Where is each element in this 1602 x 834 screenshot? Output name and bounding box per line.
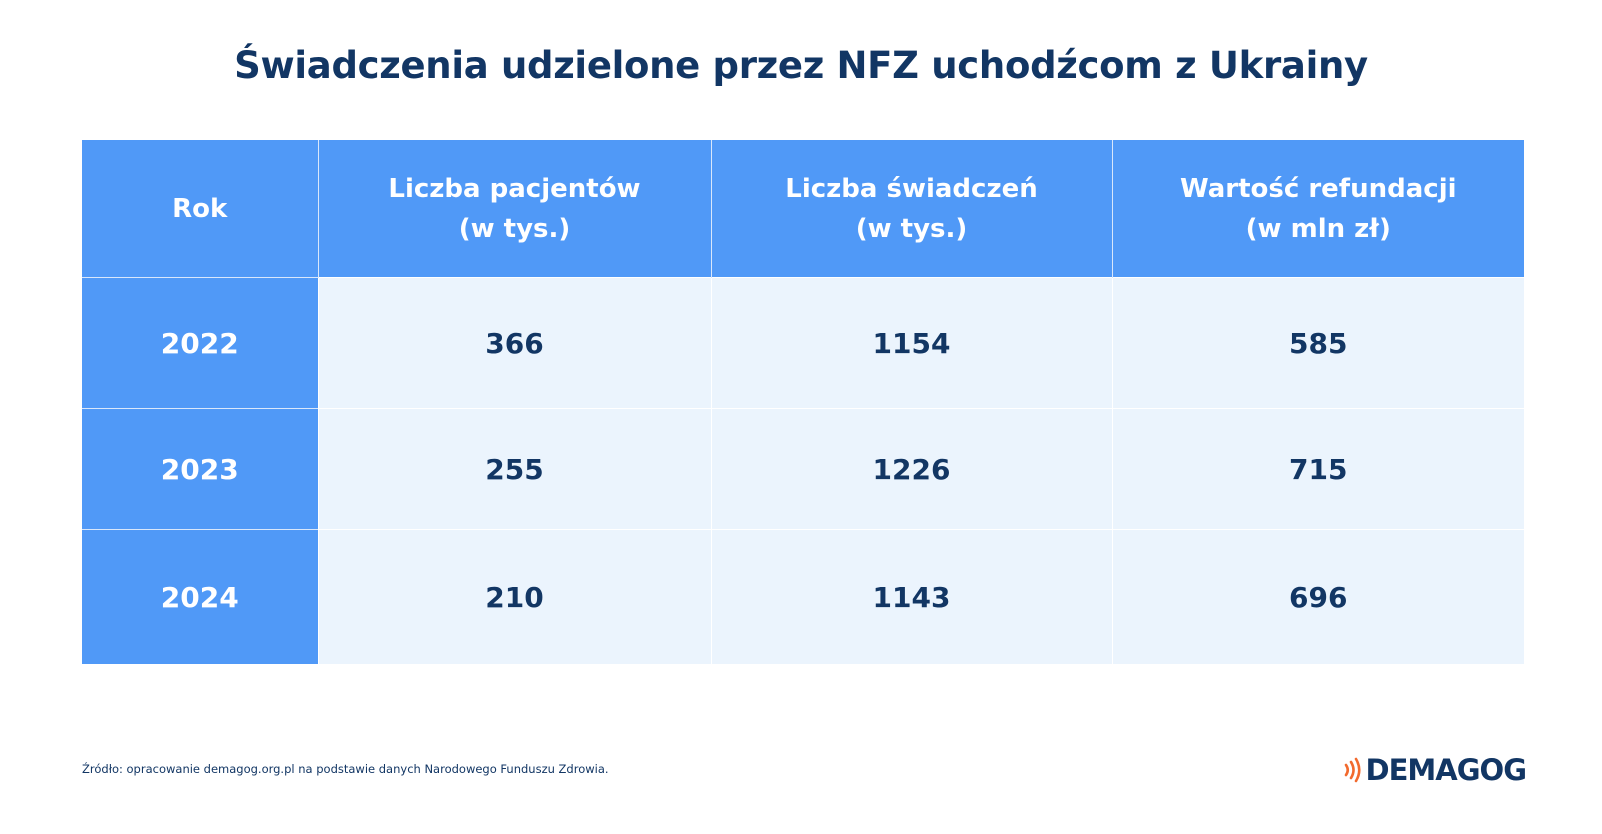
year-cell: 2023: [82, 408, 318, 530]
header-services-label: Liczba świadczeń: [785, 173, 1038, 204]
refund-cell: 585: [1111, 277, 1524, 409]
header-services-unit: (w tys.): [855, 213, 968, 244]
table-row: 2024 210 1143 696: [82, 529, 1524, 664]
refund-cell: 696: [1111, 529, 1524, 664]
header-services: Liczba świadczeń (w tys.): [711, 140, 1113, 278]
data-table: Rok Liczba pacjentów (w tys.) Liczba świ…: [82, 140, 1524, 664]
table-header-row: Rok Liczba pacjentów (w tys.) Liczba świ…: [82, 140, 1524, 278]
header-refund: Wartość refundacji (w mln zł): [1112, 140, 1524, 278]
header-year-label: Rok: [172, 193, 228, 224]
logo-text: DEMAGOG: [1365, 753, 1527, 787]
patients-cell: 255: [317, 408, 711, 530]
header-patients-unit: (w tys.): [458, 213, 571, 244]
demagog-logo: DEMAGOG: [1340, 752, 1527, 788]
year-cell: 2024: [82, 529, 318, 664]
table-row: 2022 366 1154 585: [82, 277, 1524, 409]
refund-cell: 715: [1111, 408, 1524, 530]
services-cell: 1226: [710, 408, 1112, 530]
header-refund-label: Wartość refundacji: [1179, 173, 1457, 204]
header-year: Rok: [82, 140, 319, 278]
header-patients: Liczba pacjentów (w tys.): [318, 140, 712, 278]
services-cell: 1143: [710, 529, 1112, 664]
year-cell: 2022: [82, 277, 318, 409]
services-cell: 1154: [710, 277, 1112, 409]
source-note: Źródło: opracowanie demagog.org.pl na po…: [82, 762, 609, 776]
page-title: Świadczenia udzielone przez NFZ uchodźco…: [234, 44, 1368, 87]
patients-cell: 210: [317, 529, 711, 664]
sound-waves-icon: [1344, 757, 1361, 783]
header-patients-label: Liczba pacjentów: [388, 173, 641, 204]
patients-cell: 366: [317, 277, 711, 409]
table-row: 2023 255 1226 715: [82, 408, 1524, 530]
header-refund-unit: (w mln zł): [1245, 213, 1391, 244]
